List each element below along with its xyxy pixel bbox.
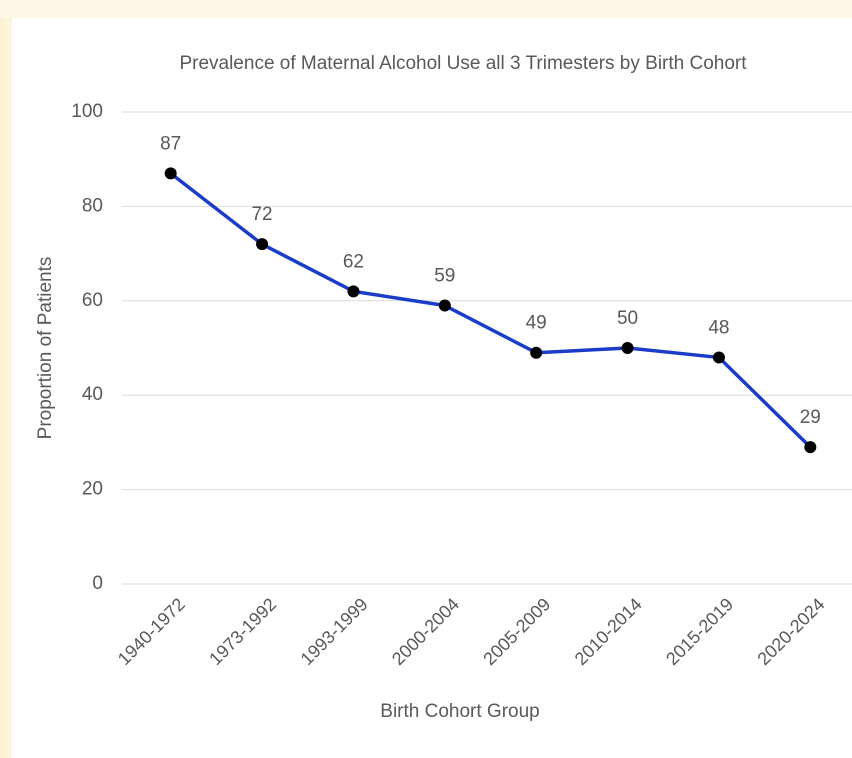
data-label: 29 — [800, 407, 821, 428]
marker — [256, 238, 269, 251]
line — [169, 171, 812, 449]
marker — [438, 299, 451, 312]
marker — [712, 351, 725, 364]
chart-title: Prevalence of Maternal Alcohol Use all 3… — [179, 53, 747, 74]
y-tick-label: 100 — [71, 101, 103, 122]
marker — [621, 342, 634, 354]
data-label: 49 — [526, 313, 547, 334]
y-tick-label: 0 — [92, 573, 103, 594]
data-label: 59 — [434, 266, 455, 287]
x-axis-title: Birth Cohort Group — [380, 701, 539, 722]
data-label: 50 — [617, 308, 638, 329]
y-tick-label: 40 — [82, 384, 103, 405]
marker — [164, 167, 177, 180]
y-tick-label: 80 — [82, 195, 103, 216]
marker — [347, 285, 360, 298]
data-label: 48 — [708, 317, 729, 338]
data-label: 62 — [343, 251, 364, 272]
marker — [530, 346, 543, 359]
y-tick-label: 20 — [82, 479, 103, 500]
marker — [804, 441, 817, 454]
data-label: 72 — [251, 204, 272, 225]
y-tick-label: 60 — [82, 290, 103, 311]
y-axis-title: Proportion of Patients — [35, 257, 56, 440]
data-label: 87 — [160, 133, 181, 154]
chart-panel — [12, 18, 852, 758]
top-band — [0, 0, 852, 18]
